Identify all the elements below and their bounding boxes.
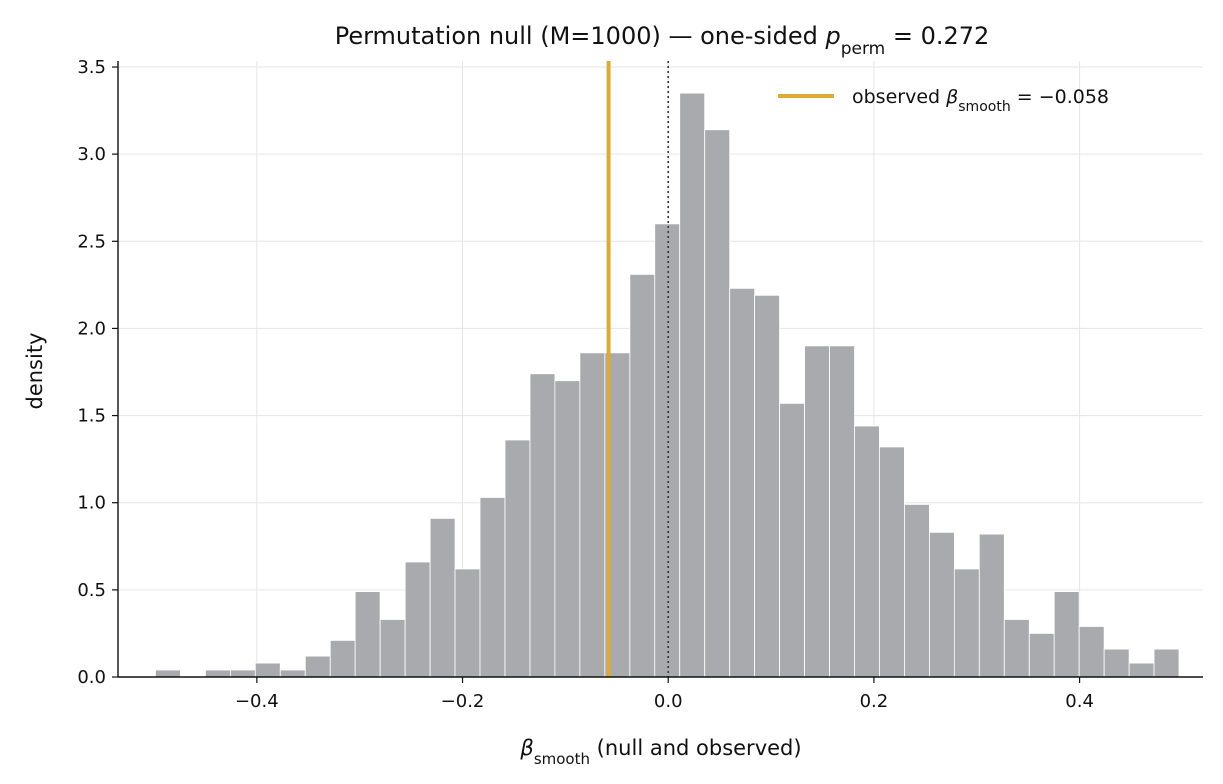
histogram-bar [679,92,706,678]
y-tick-label: 3.0 [77,144,106,165]
y-ticks: 0.0 0.5 1.0 1.5 2.0 2.5 3.0 3.5 [77,57,118,688]
y-tick-label: 0.0 [77,667,106,688]
histogram-bar [429,518,456,678]
histogram-bar [854,425,880,678]
histogram-bar [1128,662,1155,678]
histogram-bar [1078,626,1105,678]
histogram-bar [479,497,506,678]
histogram-bar [779,402,805,678]
histogram-bar [254,662,281,678]
histogram-bar [504,439,531,678]
axes [117,61,1203,678]
legend-entry-observed: observed βsmooth = −0.058 [852,86,1109,115]
histogram-bar [205,669,231,678]
histogram-bar [729,287,756,678]
histogram-bar [754,294,780,678]
reference-lines [606,61,670,677]
x-tick-label: 0.2 [860,691,889,712]
histogram-bar [579,352,606,678]
histogram-bar [1028,633,1055,678]
histogram-bar [329,640,356,678]
histogram-bar [804,345,830,678]
legend: observed βsmooth = −0.058 [778,86,1109,115]
y-tick-label: 3.5 [77,57,106,78]
histogram-bar [904,504,930,678]
histogram-bar [629,273,656,678]
x-ticks: −0.4 −0.2 0.0 0.2 0.4 [235,677,1094,712]
histogram-bar [304,655,331,678]
y-tick-label: 2.0 [77,318,106,339]
histogram-bar [1003,619,1030,678]
histogram-bar [1103,648,1130,678]
chart-title: Permutation null (M=1000) — one-sided pp… [335,22,990,59]
histogram-bar [704,129,731,678]
histogram-bar [379,619,406,678]
histogram-bar [1053,591,1080,678]
histogram-bar [929,531,955,678]
y-tick-label: 0.5 [77,580,106,601]
histogram-bar [529,373,556,678]
histogram-bar [230,669,256,678]
y-axis-label: density [23,333,47,410]
histogram-bar [1153,648,1180,678]
y-tick-label: 2.5 [77,231,106,252]
y-tick-label: 1.0 [77,493,106,514]
x-tick-label: −0.4 [235,691,279,712]
x-tick-label: 0.0 [654,691,683,712]
x-axis-label: βsmooth (null and observed) [519,736,801,768]
x-tick-label: −0.2 [441,691,485,712]
histogram-bar [454,568,481,678]
histogram-bar [155,669,181,678]
y-tick-label: 1.5 [77,406,106,427]
histogram-bar [879,446,905,678]
histogram-bar [829,345,855,678]
histogram-bar [279,669,306,678]
histogram-bar [404,561,431,678]
histogram-bar [354,591,381,678]
histogram-bar [554,380,581,678]
x-tick-label: 0.4 [1065,691,1094,712]
histogram-bar [654,223,681,678]
histogram-bar [953,568,980,678]
histogram-bar [978,533,1005,678]
histogram-bars [155,92,1180,678]
